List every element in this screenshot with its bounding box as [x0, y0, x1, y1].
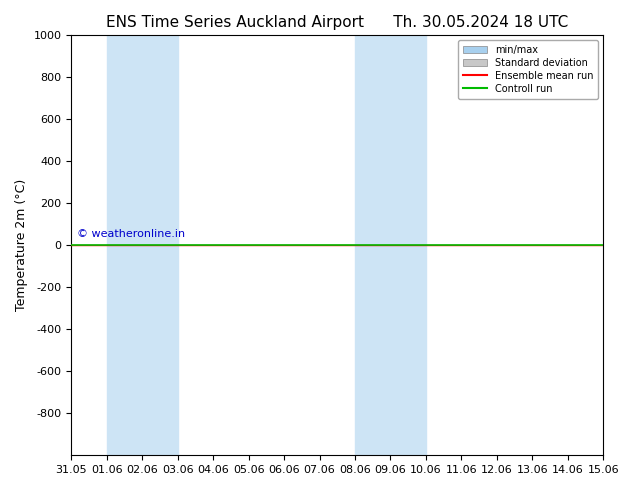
- Text: © weatheronline.in: © weatheronline.in: [77, 229, 184, 239]
- Bar: [355, 35, 426, 455]
- Legend: min/max, Standard deviation, Ensemble mean run, Controll run: min/max, Standard deviation, Ensemble me…: [458, 40, 598, 98]
- Y-axis label: Temperature 2m (°C): Temperature 2m (°C): [15, 179, 28, 312]
- Title: ENS Time Series Auckland Airport      Th. 30.05.2024 18 UTC: ENS Time Series Auckland Airport Th. 30.…: [106, 15, 568, 30]
- Bar: [107, 35, 178, 455]
